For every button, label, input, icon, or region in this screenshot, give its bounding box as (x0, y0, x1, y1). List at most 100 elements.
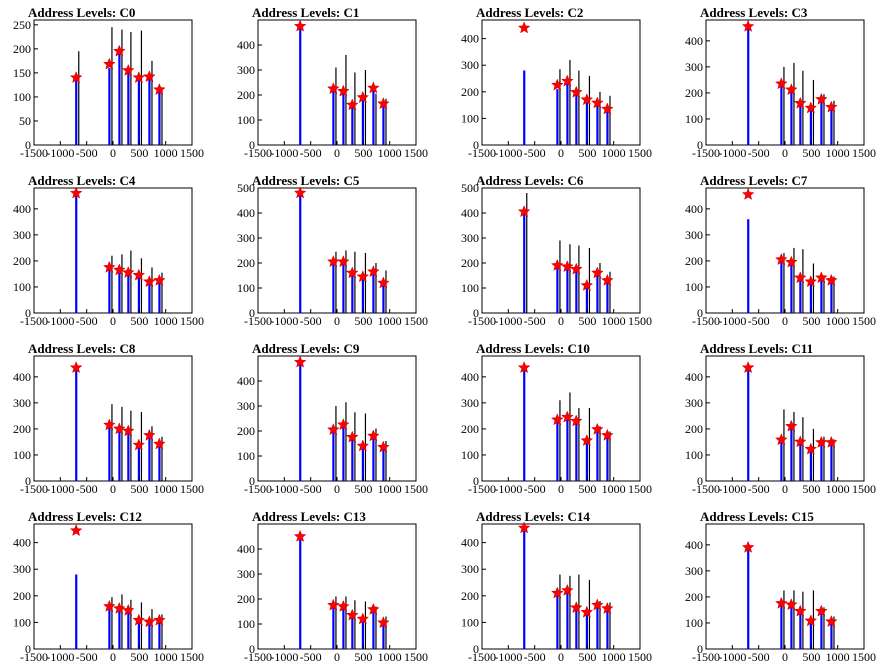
bar (820, 612, 823, 649)
bar (790, 427, 793, 481)
peak-marker (132, 438, 146, 451)
peak-marker (814, 604, 828, 617)
bar (75, 369, 78, 481)
bar (606, 609, 609, 649)
y-tick-label: 300 (685, 60, 703, 74)
bar (799, 443, 802, 481)
bar (372, 610, 375, 649)
y-tick-label: 100 (461, 281, 479, 295)
x-tick-label: 500 (802, 146, 820, 160)
bar (351, 275, 354, 313)
y-tick-label: 300 (685, 228, 703, 242)
peak-marker (590, 598, 604, 611)
bar (830, 108, 833, 145)
x-tick-label: 1500 (628, 482, 652, 496)
y-tick-label: 400 (13, 202, 31, 216)
x-tick-label: -1500 (244, 650, 272, 664)
x-tick-label: 500 (354, 146, 372, 160)
plot-frame (33, 523, 193, 650)
peak-marker (102, 57, 116, 70)
chart-svg: 0 100 200 300 400 -1500-1000 -500 0 500 1000 1500 (461, 355, 652, 496)
chart-title: Address Levels: C15 (700, 509, 814, 524)
x-tick-label: 500 (802, 650, 820, 664)
peak-marker (517, 361, 531, 374)
chart-panel: Address Levels: C8 0 100 200 300 400 -1500 -100… (0, 336, 224, 504)
peak-marker (345, 430, 359, 443)
x-tick-label: 0 (558, 650, 564, 664)
x-tick-label: -500 (76, 650, 98, 664)
y-tick-label: 0 (25, 642, 31, 656)
x-tick-label: 0 (334, 314, 340, 328)
peak-marker (366, 265, 380, 278)
x-tick-label: 1000 (378, 146, 402, 160)
chart-panel: Address Levels: C9 0 100 200 300 400 -1500 -100… (224, 336, 448, 504)
peak-marker (336, 255, 350, 268)
peak-marker (814, 92, 828, 105)
y-tick-label: 300 (461, 562, 479, 576)
x-tick-label: -1000 (494, 314, 522, 328)
peak-marker (112, 44, 126, 57)
peak-marker (121, 603, 135, 616)
x-tick-label: -1000 (46, 650, 74, 664)
chart-title: Address Levels: C2 (476, 5, 584, 20)
chart-title: Address Levels: C13 (252, 509, 366, 524)
bar (556, 266, 559, 313)
x-tick-label: 500 (130, 482, 148, 496)
plot-frame (481, 523, 641, 650)
x-tick-label: 0 (558, 314, 564, 328)
bar (137, 80, 141, 145)
bar (127, 431, 130, 481)
x-tick-label: -1000 (46, 482, 74, 496)
y-tick-label: 200 (685, 254, 703, 268)
chart-svg: 0 100 200 300 400 -1500-1000 -500 0 500 1000 1500 (685, 355, 876, 496)
bar (299, 195, 302, 313)
bar (747, 369, 750, 481)
bar (108, 268, 111, 313)
peak-marker (741, 187, 755, 200)
bar (342, 92, 345, 145)
y-tick-label: 300 (13, 228, 31, 242)
bar (830, 281, 833, 313)
peak-marker (793, 604, 807, 617)
peak-marker (824, 273, 838, 286)
x-tick-label: -1500 (468, 146, 496, 160)
x-tick-label: 0 (334, 146, 340, 160)
peak-marker (517, 205, 531, 218)
peak-marker (366, 602, 380, 615)
chart-title: Address Levels: C3 (700, 5, 808, 20)
peak-marker (784, 255, 798, 268)
bar (372, 90, 375, 145)
chart-title: Address Levels: C4 (28, 173, 136, 188)
y-tick-label: 100 (461, 615, 479, 629)
peak-marker (550, 258, 564, 271)
y-tick-label: 0 (249, 474, 255, 488)
bar (299, 539, 302, 649)
x-tick-label: -500 (76, 146, 98, 160)
chart-title: Address Levels: C5 (252, 173, 360, 188)
bar (75, 193, 78, 313)
x-tick-label: -1500 (468, 482, 496, 496)
x-tick-label: 0 (110, 650, 116, 664)
plot-frame (33, 187, 193, 314)
bar (585, 613, 589, 649)
peak-marker (152, 273, 166, 286)
y-tick-label: 400 (685, 34, 703, 48)
bar (108, 607, 111, 649)
peak-marker (102, 260, 116, 273)
y-tick-label: 300 (237, 63, 255, 77)
chart-panel: Address Levels: C15 0 100 200 300 400 -1500 -10… (672, 504, 896, 672)
y-tick-label: 300 (13, 396, 31, 410)
y-tick-label: 500 (237, 181, 255, 195)
peak-marker (580, 93, 594, 106)
y-tick-label: 200 (13, 589, 31, 603)
peak-marker (569, 414, 583, 427)
peak-marker (569, 85, 583, 98)
bar (332, 90, 335, 145)
x-tick-label: 500 (354, 314, 372, 328)
plot-frame (705, 523, 865, 650)
y-tick-label: 100 (237, 449, 255, 463)
bar (606, 281, 609, 313)
peak-marker (814, 271, 828, 284)
chart-title: Address Levels: C6 (476, 173, 584, 188)
bar (585, 285, 589, 313)
